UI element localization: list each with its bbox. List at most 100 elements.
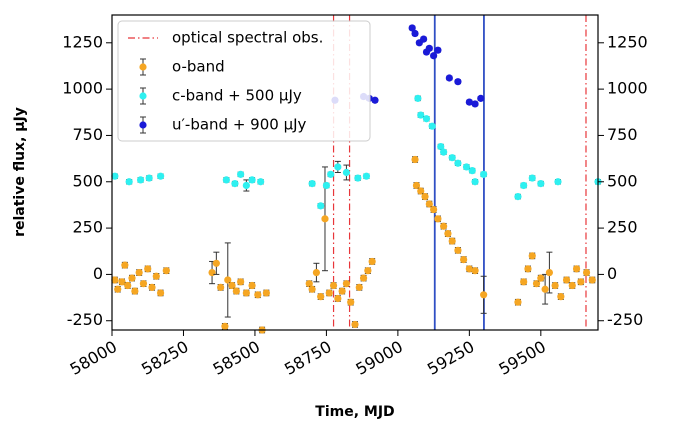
point: [221, 322, 229, 330]
point: [325, 289, 333, 297]
point: [437, 142, 445, 151]
point: [248, 281, 256, 290]
plot-frame: [111, 14, 599, 331]
y2-tick-label: 1000: [607, 79, 648, 98]
y2-tick-label: 1250: [607, 32, 648, 51]
point: [308, 180, 316, 188]
point: [471, 267, 479, 275]
point: [454, 246, 462, 254]
point: [257, 178, 265, 186]
point: [338, 287, 346, 295]
point: [420, 35, 428, 43]
point: [582, 268, 591, 277]
y-tick-label: 250: [72, 218, 103, 237]
point: [371, 96, 379, 104]
point: [577, 278, 585, 286]
x-tick-label: 59250: [424, 337, 478, 379]
point: [462, 163, 471, 171]
point: [157, 289, 165, 297]
legend-label: u′-band + 900 μJy: [172, 116, 307, 134]
point: [148, 283, 156, 291]
point: [430, 205, 438, 214]
point: [308, 285, 316, 293]
point: [445, 74, 453, 82]
point: [334, 294, 342, 303]
y-tick-label: 750: [72, 125, 103, 144]
point: [125, 178, 133, 186]
point: [425, 44, 433, 52]
legend-marker: [139, 92, 147, 100]
point: [528, 174, 536, 182]
point: [411, 155, 419, 164]
point: [562, 276, 571, 284]
point: [471, 178, 479, 186]
point: [454, 159, 462, 167]
x-tick-label: 58000: [67, 337, 121, 379]
point: [430, 52, 438, 60]
point: [414, 94, 422, 102]
point: [412, 181, 421, 190]
point: [224, 276, 232, 284]
x-tick-label: 58500: [210, 337, 264, 379]
point: [355, 283, 363, 291]
point: [434, 215, 442, 223]
point: [514, 298, 522, 306]
legend-marker: [139, 121, 147, 129]
point: [212, 259, 220, 267]
point: [111, 276, 119, 284]
point: [354, 174, 362, 182]
legend-label: o-band: [172, 58, 225, 76]
point: [254, 291, 262, 299]
point: [144, 265, 152, 273]
legend-marker: [139, 63, 147, 71]
point: [136, 176, 145, 184]
point: [520, 278, 528, 286]
point: [232, 287, 240, 295]
point: [237, 170, 245, 178]
point: [368, 257, 376, 266]
point: [454, 78, 462, 86]
y-tick-label: 500: [72, 171, 103, 190]
point: [460, 255, 468, 264]
point: [545, 268, 554, 277]
point: [471, 100, 479, 108]
point: [152, 272, 160, 280]
y2-tick-label: 250: [607, 218, 638, 237]
point: [434, 46, 442, 54]
point: [242, 289, 250, 297]
legend: optical spectral obs. o-band c-band + 500 …: [117, 20, 371, 142]
point: [422, 115, 431, 123]
point: [262, 289, 270, 297]
point: [465, 265, 473, 273]
point: [537, 274, 545, 282]
point: [465, 98, 473, 106]
point: [417, 111, 425, 119]
point: [351, 320, 359, 329]
point: [139, 280, 148, 288]
point: [524, 265, 532, 273]
point: [421, 192, 429, 201]
legend-label: optical spectral obs.: [172, 29, 323, 47]
point: [417, 187, 425, 195]
point: [114, 285, 122, 293]
x-tick-label: 59000: [353, 337, 407, 379]
point: [541, 285, 549, 293]
y-tick-label: 1250: [62, 32, 103, 51]
point: [359, 274, 368, 282]
point: [425, 200, 433, 208]
point: [222, 176, 230, 184]
point: [347, 298, 355, 306]
point: [118, 278, 126, 286]
point: [440, 222, 448, 230]
y-tick-label: 1000: [62, 79, 103, 98]
point: [131, 287, 139, 295]
point: [408, 24, 416, 32]
x-tick-label: 59500: [495, 337, 549, 379]
legend-label: c-band + 500 μJy: [172, 87, 302, 105]
point: [342, 280, 351, 288]
point: [121, 261, 129, 269]
point: [124, 281, 132, 290]
point: [551, 281, 559, 290]
point: [312, 268, 321, 277]
